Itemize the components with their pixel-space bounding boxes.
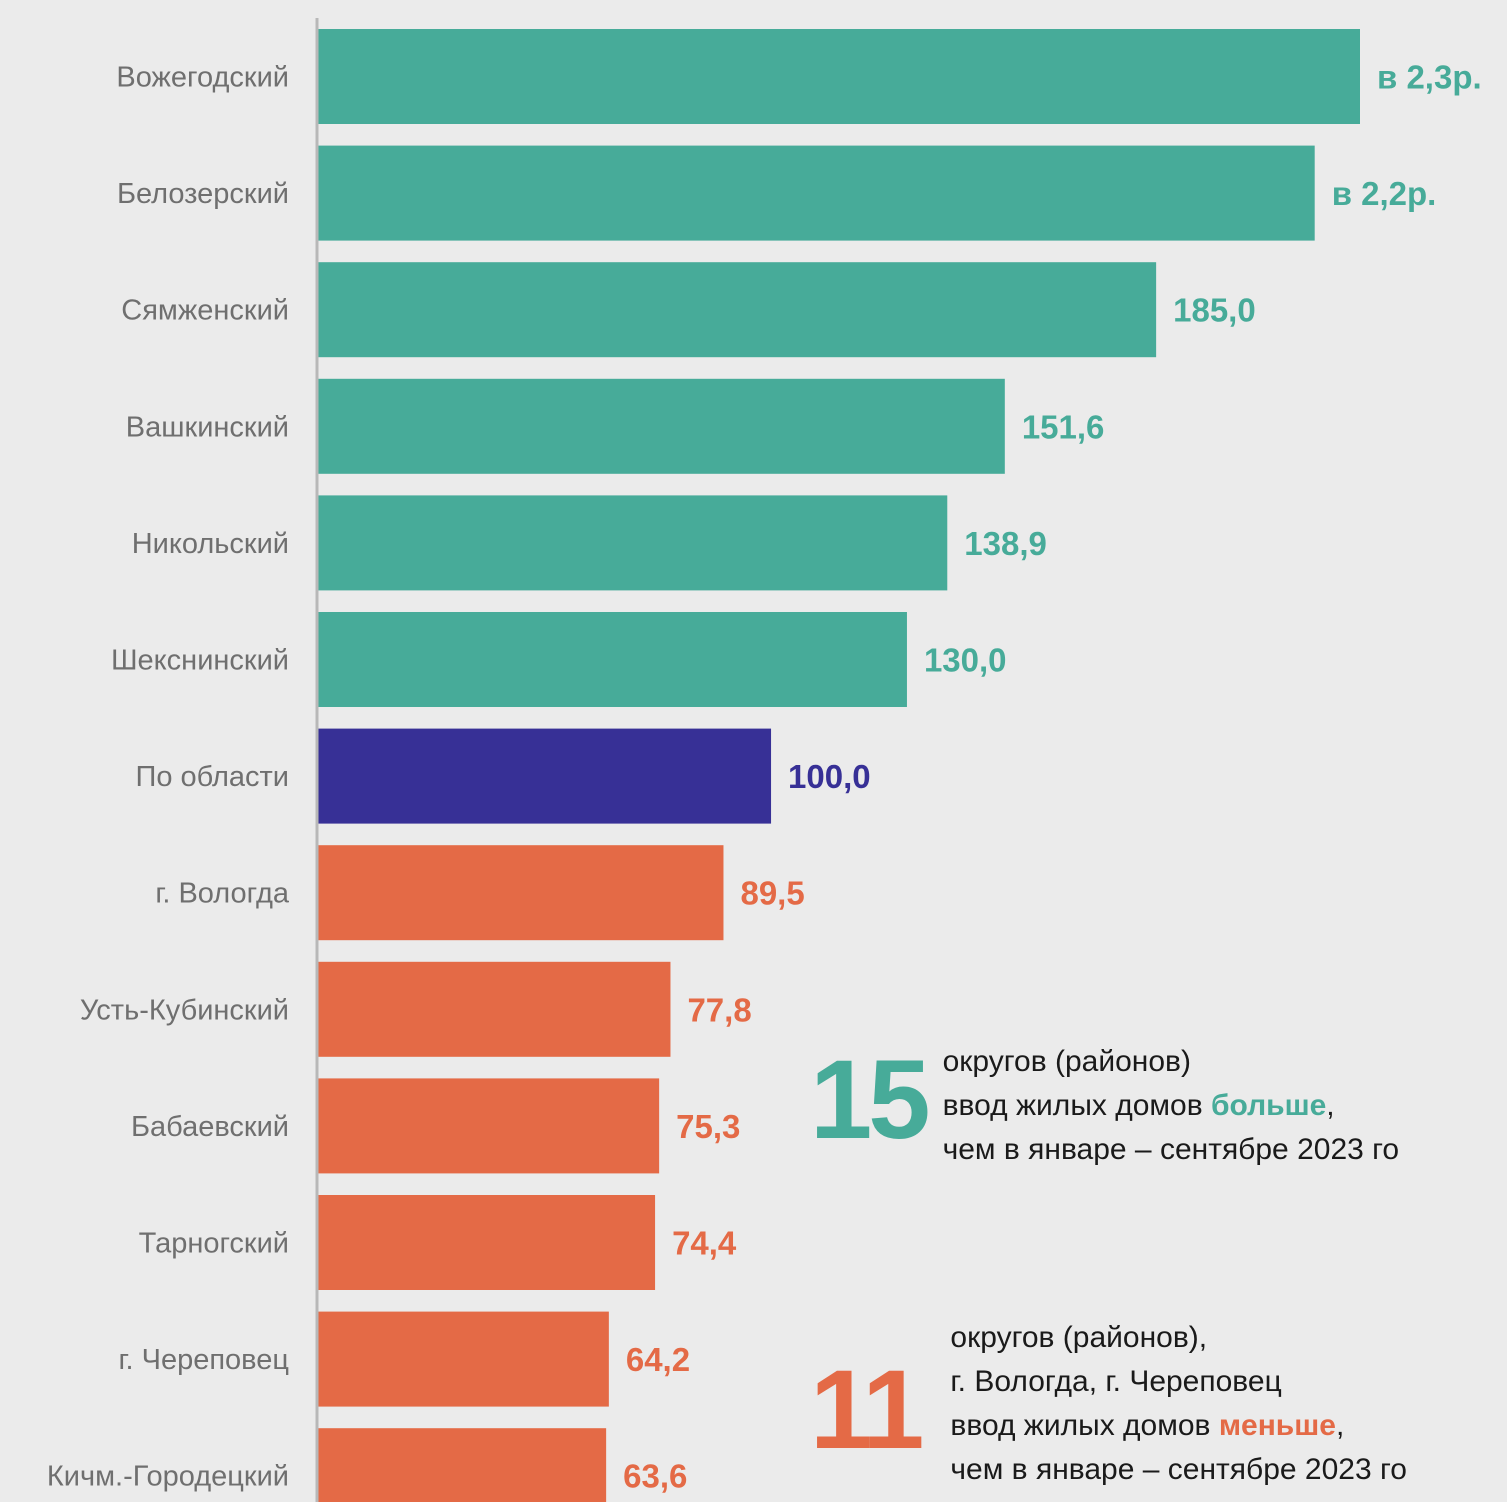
note-above-highlight: больше (1210, 1089, 1327, 1122)
note-below-line1: округов (районов), (950, 1321, 1208, 1354)
value-label-бабаевский: 75,3 (676, 1108, 740, 1145)
bar-усть-кубинский (318, 961, 671, 1057)
bar-тарногский (318, 1195, 656, 1290)
category-label-тарногский: Тарногский (139, 1228, 289, 1260)
bar-кичм-городецкий (318, 1428, 607, 1502)
category-label-г-череповец: г. Череповец (118, 1344, 289, 1376)
note-below: 11 округов (районов), г. Вологда, г. Чер… (810, 1316, 1407, 1492)
value-label-кичм-городецкий: 63,6 (623, 1458, 687, 1495)
note-below-number: 11 (810, 1347, 924, 1472)
note-above-text: округов (районов) ввод жилых домов больш… (943, 1040, 1400, 1172)
category-label-вожегодский: Вожегодский (116, 62, 289, 94)
value-label-усть-кубинский: 77,8 (687, 991, 751, 1028)
bar-бабаевский (318, 1078, 660, 1174)
note-above-line2-post: , (1326, 1089, 1335, 1122)
bar-никольский (318, 495, 948, 591)
bar-по-области (318, 728, 772, 824)
value-label-по-области: 100,0 (788, 758, 871, 795)
value-label-тарногский: 74,4 (672, 1225, 737, 1262)
note-below-line3-post: , (1335, 1409, 1345, 1442)
bar-вашкинский (318, 378, 1005, 474)
category-label-усть-кубинский: Усть-Кубинский (80, 994, 289, 1026)
bar-г-вологда (318, 845, 724, 941)
bar-г-череповец (318, 1311, 609, 1407)
value-label-г-череповец: 64,2 (626, 1341, 690, 1378)
value-label-белозерский: в 2,2р. (1332, 175, 1437, 212)
note-above-line3: чем в январе – сентябре 2023 го (942, 1133, 1400, 1166)
category-label-никольский: Никольский (132, 528, 289, 560)
note-above: 15 округов (районов) ввод жилых домов бо… (810, 1040, 1399, 1172)
value-label-г-вологда: 89,5 (740, 875, 804, 912)
category-label-г-вологда: г. Вологда (155, 878, 290, 910)
note-below-text: округов (районов), г. Вологда, г. Черепо… (950, 1316, 1407, 1492)
value-label-сямженский: 185,0 (1173, 292, 1256, 329)
category-label-сямженский: Сямженский (121, 295, 289, 327)
category-label-по-области: По области (136, 761, 290, 793)
bar-белозерский (318, 145, 1315, 241)
category-label-бабаевский: Бабаевский (131, 1111, 289, 1143)
note-above-line1: округов (районов) (942, 1045, 1191, 1078)
bar-сямженский (318, 262, 1157, 358)
category-label-шекснинский: Шекснинский (111, 645, 289, 677)
value-label-шекснинский: 130,0 (924, 642, 1007, 679)
note-above-line2: ввод жилых домов больше, (943, 1084, 1400, 1128)
note-below-line2: г. Вологда, г. Череповец (950, 1365, 1282, 1398)
value-label-никольский: 138,9 (964, 525, 1047, 562)
value-label-вашкинский: 151,6 (1022, 408, 1105, 445)
value-label-вожегодский: в 2,3р. (1377, 59, 1482, 96)
note-above-line2-pre: ввод жилых домов (942, 1089, 1211, 1122)
category-label-белозерский: Белозерский (117, 178, 289, 210)
note-above-number: 15 (810, 1037, 931, 1162)
bar-шекснинский (318, 612, 907, 707)
note-below-line3-pre: ввод жилых домов (950, 1409, 1219, 1442)
category-label-кичм-городецкий: Кичм.-Городецкий (47, 1461, 289, 1493)
labels-layer: Вожегодский в 2,3р. Белозерский в 2,2р. Сямж… (47, 59, 1482, 1495)
category-label-вашкинский: Вашкинский (126, 411, 289, 443)
note-below-highlight: меньше (1218, 1409, 1336, 1442)
note-below-line4: чем в январе – сентябре 2023 го (950, 1453, 1407, 1486)
bar-вожегодский (318, 29, 1360, 124)
note-below-line3: ввод жилых домов меньше, (950, 1404, 1407, 1448)
bars-layer (318, 29, 1360, 1502)
